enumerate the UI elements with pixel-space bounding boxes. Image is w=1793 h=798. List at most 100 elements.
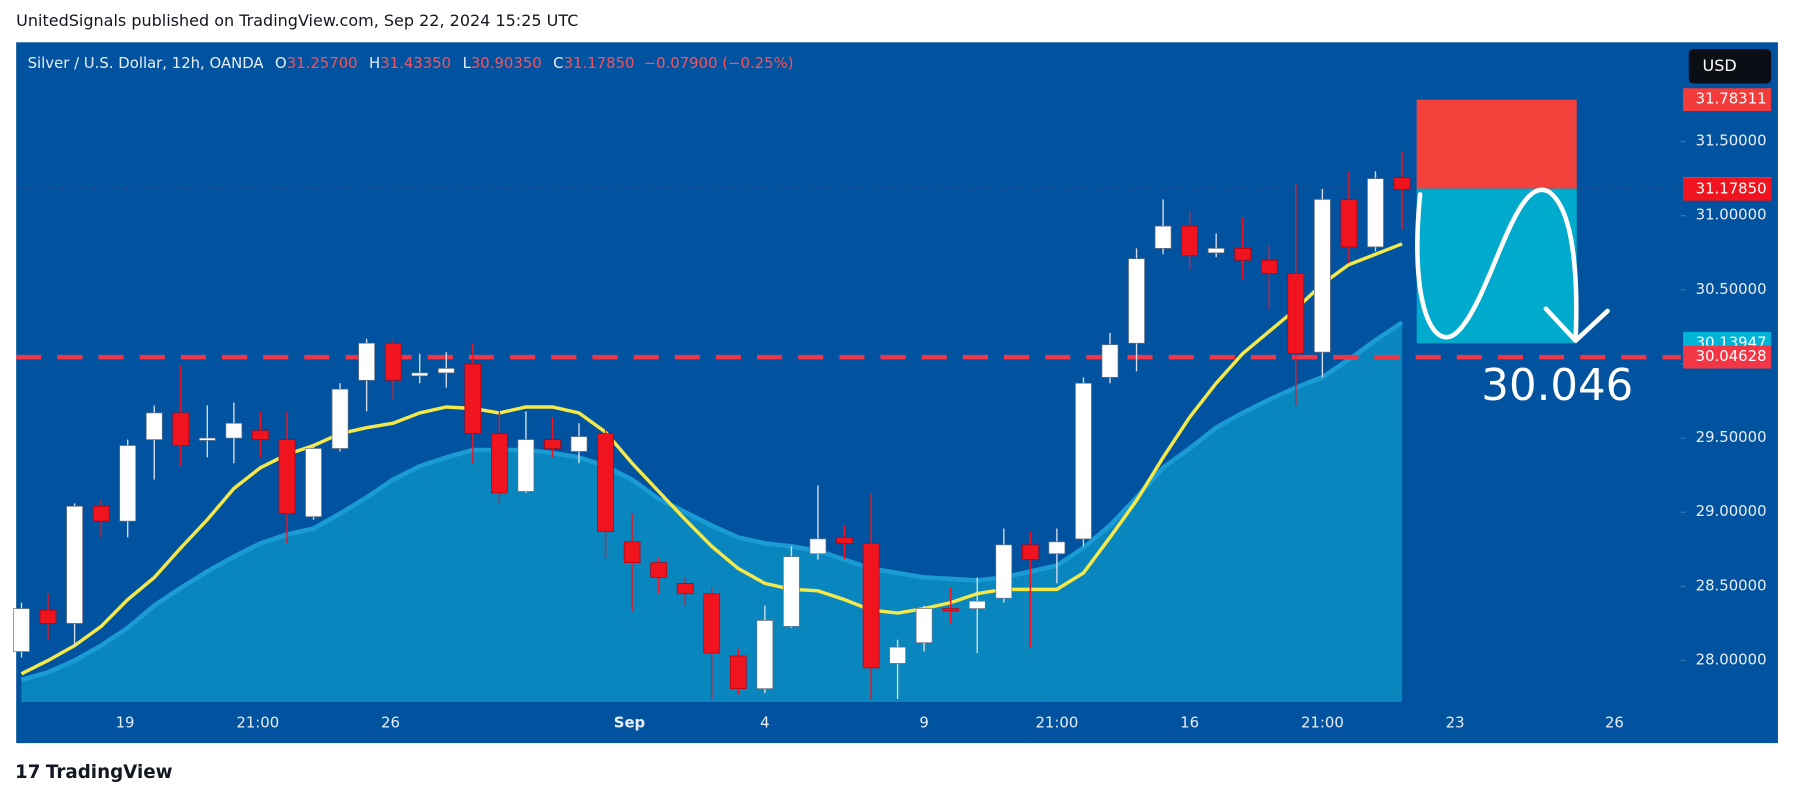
- candle-body: [358, 342, 375, 381]
- legend-item: H: [369, 54, 380, 72]
- candle-body: [1021, 544, 1039, 560]
- annotation: 30.046: [1481, 361, 1633, 411]
- brand-logo: 17: [15, 762, 40, 783]
- candle-body: [119, 445, 137, 522]
- candle-body: [623, 541, 641, 563]
- ma-line: [20, 242, 1403, 676]
- candle-body: [729, 655, 747, 689]
- candle-body: [331, 388, 349, 449]
- candle-body: [1287, 273, 1305, 354]
- stop-zone: [1416, 99, 1577, 189]
- x-tick-label: 21:00: [236, 714, 279, 732]
- candle-body: [1101, 344, 1119, 378]
- price-label-bg: [1683, 88, 1772, 112]
- candle-body: [1340, 199, 1358, 248]
- x-tick-label: 9: [919, 714, 928, 732]
- candle-body: [145, 412, 163, 440]
- price-label: 31.17850: [1696, 179, 1767, 197]
- candle-body: [517, 439, 535, 492]
- currency-button: [1688, 49, 1772, 84]
- price-label-bg: [1683, 345, 1772, 369]
- x-tick-label: Sep: [614, 714, 645, 732]
- candle-body: [942, 608, 960, 612]
- y-tick-label: 29.00000: [1696, 502, 1767, 520]
- candle-body: [1207, 248, 1225, 254]
- candle-body: [278, 439, 296, 515]
- y-tick-label: 28.50000: [1696, 576, 1767, 594]
- candle-body: [1260, 259, 1278, 274]
- candle-body: [491, 433, 508, 494]
- candle-body: [570, 436, 588, 452]
- legend-item: C: [553, 54, 563, 72]
- target-zone: [1416, 188, 1577, 344]
- candle-body: [66, 505, 83, 624]
- candle-body: [13, 608, 30, 652]
- candle-body: [756, 620, 774, 689]
- x-tick-label: 16: [1180, 714, 1199, 732]
- candle-body: [597, 433, 614, 532]
- legend-item: 31.17850: [564, 54, 635, 72]
- candle-body: [836, 537, 853, 544]
- candle-body: [39, 609, 57, 624]
- candle-body: [544, 439, 561, 449]
- y-tick-label: 31.50000: [1696, 132, 1767, 150]
- candle-body: [1048, 541, 1066, 555]
- currency: USD: [1703, 56, 1737, 75]
- legend-item: 30.90350: [471, 54, 542, 72]
- y-tick-label: 30.50000: [1696, 280, 1767, 298]
- candle-body: [198, 437, 216, 441]
- candle-body: [809, 538, 827, 555]
- x-tick-label: 21:00: [1301, 714, 1344, 732]
- ma-area: [21, 322, 1403, 702]
- drawn-arrow: [1415, 187, 1610, 343]
- candle-body: [92, 505, 110, 522]
- ma-area-line: [20, 320, 1404, 682]
- candle-body: [783, 556, 800, 627]
- candle-body: [915, 608, 933, 644]
- y-tick-label: 28.00000: [1696, 650, 1767, 668]
- candle-body: [1314, 199, 1331, 353]
- x-tick-label: 23: [1446, 714, 1465, 732]
- candle-body: [1154, 225, 1172, 249]
- legend-item: −0.07900 (−0.25%): [644, 54, 794, 72]
- candle-body: [862, 543, 880, 669]
- x-tick-label: 26: [1605, 714, 1624, 732]
- candle-body: [1234, 248, 1252, 261]
- candle-body: [676, 583, 694, 595]
- candle-body: [384, 342, 402, 381]
- candle-body: [252, 430, 269, 440]
- legend: Silver / U.S. Dollar, 12h, OANDA O31.2570…: [28, 54, 794, 72]
- x-tick-label: 21:00: [1035, 714, 1078, 732]
- legend-item: Silver / U.S. Dollar, 12h, OANDA: [28, 54, 265, 72]
- x-tick-label: 4: [760, 714, 769, 732]
- candle-body: [225, 422, 243, 439]
- candle-body: [995, 544, 1013, 599]
- price-label: 30.04628: [1696, 347, 1767, 365]
- candle-body: [1128, 258, 1145, 344]
- candle-body: [1075, 382, 1092, 540]
- header: UnitedSignals published on TradingView.c…: [16, 11, 578, 30]
- candle-body: [889, 646, 906, 664]
- candle-body: [1367, 178, 1384, 248]
- price-label: 31.78311: [1696, 90, 1767, 108]
- price-label-bg: [1683, 177, 1772, 201]
- candle-body: [650, 562, 668, 578]
- brand: TradingView: [46, 762, 173, 783]
- candle-body: [437, 368, 455, 374]
- x-tick-label: 19: [116, 714, 135, 732]
- x-tick-label: 26: [381, 714, 400, 732]
- legend-item: O: [275, 54, 287, 72]
- candle-body: [703, 593, 721, 654]
- candle-body: [464, 363, 482, 434]
- candle-body: [305, 448, 322, 518]
- candle-body: [172, 412, 190, 446]
- legend-item: 31.43350: [380, 54, 451, 72]
- candle-body: [968, 600, 986, 609]
- candle-body: [1393, 177, 1411, 190]
- candle-body: [1181, 225, 1198, 257]
- y-tick-label: 29.50000: [1696, 428, 1767, 446]
- legend-item: L: [463, 54, 472, 72]
- y-tick-label: 31.00000: [1696, 206, 1767, 224]
